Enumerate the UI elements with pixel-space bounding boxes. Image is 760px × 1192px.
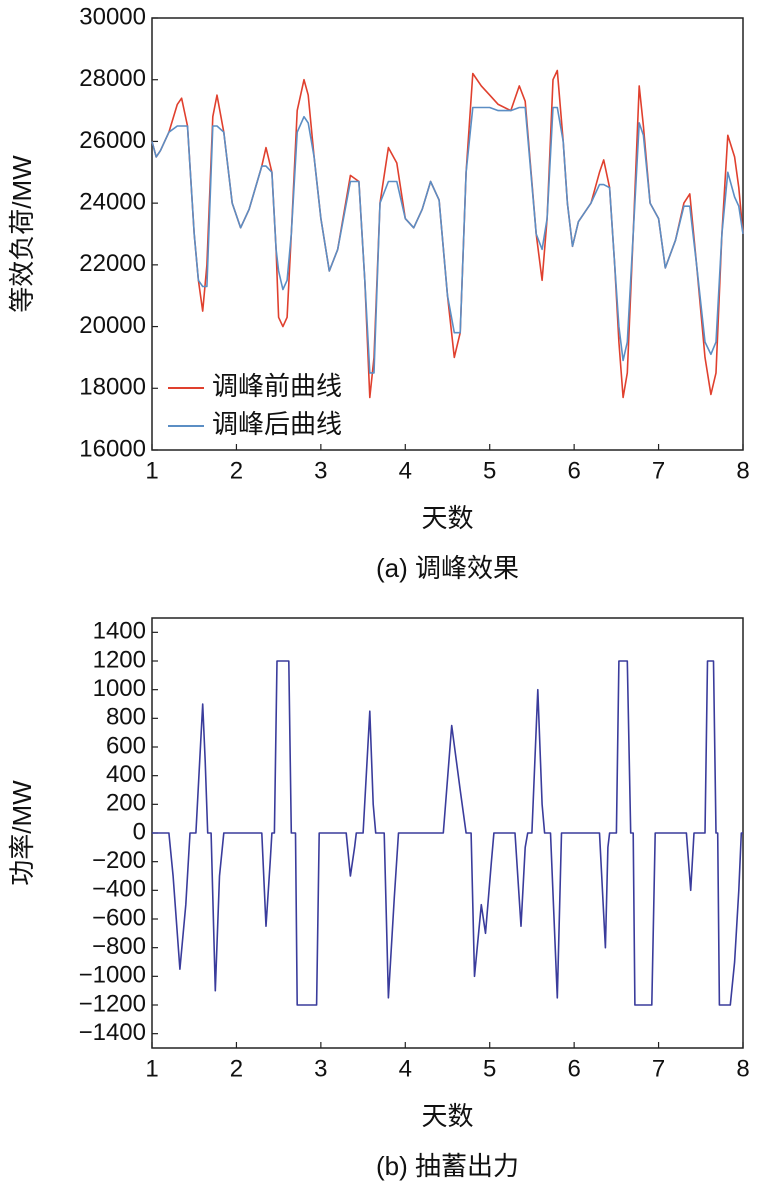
y-tick-label: 30000: [79, 3, 146, 30]
y-tick-label: 28000: [79, 65, 146, 92]
y-tick-label: 600: [106, 732, 146, 759]
x-tick-label: 5: [483, 457, 496, 484]
x-tick-label: 6: [567, 457, 580, 484]
x-tick-label: 5: [483, 1055, 496, 1082]
y-tick-label: 16000: [79, 435, 146, 462]
x-axis-label: 天数: [421, 503, 473, 533]
y-tick-label: 22000: [79, 250, 146, 277]
x-tick-label: 7: [652, 457, 665, 484]
legend-label: 调峰前曲线: [212, 371, 342, 401]
x-tick-label: 4: [399, 1055, 412, 1082]
y-tick-label: 0: [133, 818, 146, 845]
series-line: [151, 106, 744, 374]
caption: (a) 调峰效果: [376, 553, 519, 583]
x-tick-label: 6: [567, 1055, 580, 1082]
y-tick-label: 800: [106, 704, 146, 731]
y-tick-label: 1400: [93, 618, 146, 645]
y-tick-label: 24000: [79, 188, 146, 215]
y-tick-label: −1400: [79, 1019, 146, 1046]
x-tick-label: 8: [736, 1055, 749, 1082]
series-line: [151, 69, 744, 399]
y-tick-label: 20000: [79, 312, 146, 339]
y-tick-label: 1000: [93, 675, 146, 702]
x-tick-label: 1: [145, 457, 158, 484]
y-axis-label: 功率/MW: [7, 780, 37, 886]
x-tick-label: 1: [145, 1055, 158, 1082]
y-tick-label: 400: [106, 761, 146, 788]
legend-label: 调峰后曲线: [212, 409, 342, 439]
x-tick-label: 2: [230, 457, 243, 484]
x-tick-label: 2: [230, 1055, 243, 1082]
y-tick-label: −600: [92, 904, 146, 931]
x-tick-label: 4: [399, 457, 412, 484]
x-tick-label: 3: [314, 457, 327, 484]
y-tick-label: −400: [92, 876, 146, 903]
y-axis-label: 等效负荷/MW: [7, 155, 37, 313]
y-tick-label: 200: [106, 790, 146, 817]
x-tick-label: 8: [736, 457, 749, 484]
y-tick-label: −1000: [79, 962, 146, 989]
x-tick-label: 7: [652, 1055, 665, 1082]
y-tick-label: −1200: [79, 990, 146, 1017]
y-tick-label: 26000: [79, 127, 146, 154]
series-line: [152, 660, 743, 1006]
y-tick-label: 18000: [79, 374, 146, 401]
x-tick-label: 3: [314, 1055, 327, 1082]
y-tick-label: 1200: [93, 646, 146, 673]
caption: (b) 抽蓄出力: [376, 1151, 519, 1181]
y-tick-label: −200: [92, 847, 146, 874]
x-axis-label: 天数: [421, 1101, 473, 1131]
y-tick-label: −800: [92, 933, 146, 960]
